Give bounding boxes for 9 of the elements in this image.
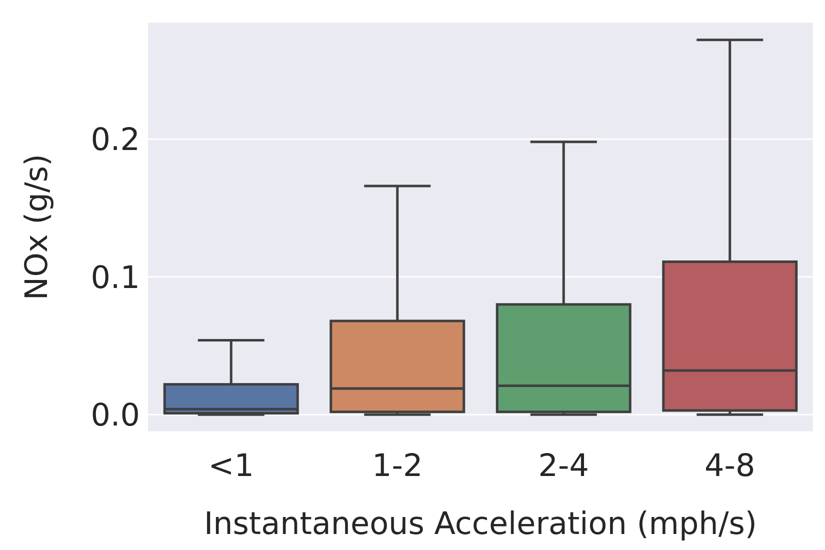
x-tick-label: <1 [208, 448, 254, 484]
x-tick-label: 4-8 [704, 448, 756, 484]
y-tick-label: 0.0 [90, 398, 140, 434]
x-tick-label: 2-4 [538, 448, 589, 484]
x-axis-title: Instantaneous Acceleration (mph/s) [204, 506, 758, 542]
x-tick-label: 1-2 [372, 448, 423, 484]
y-axis-title: NOx (g/s) [19, 154, 56, 300]
y-tick-label: 0.1 [90, 260, 140, 296]
y-tick-label: 0.2 [90, 122, 140, 158]
